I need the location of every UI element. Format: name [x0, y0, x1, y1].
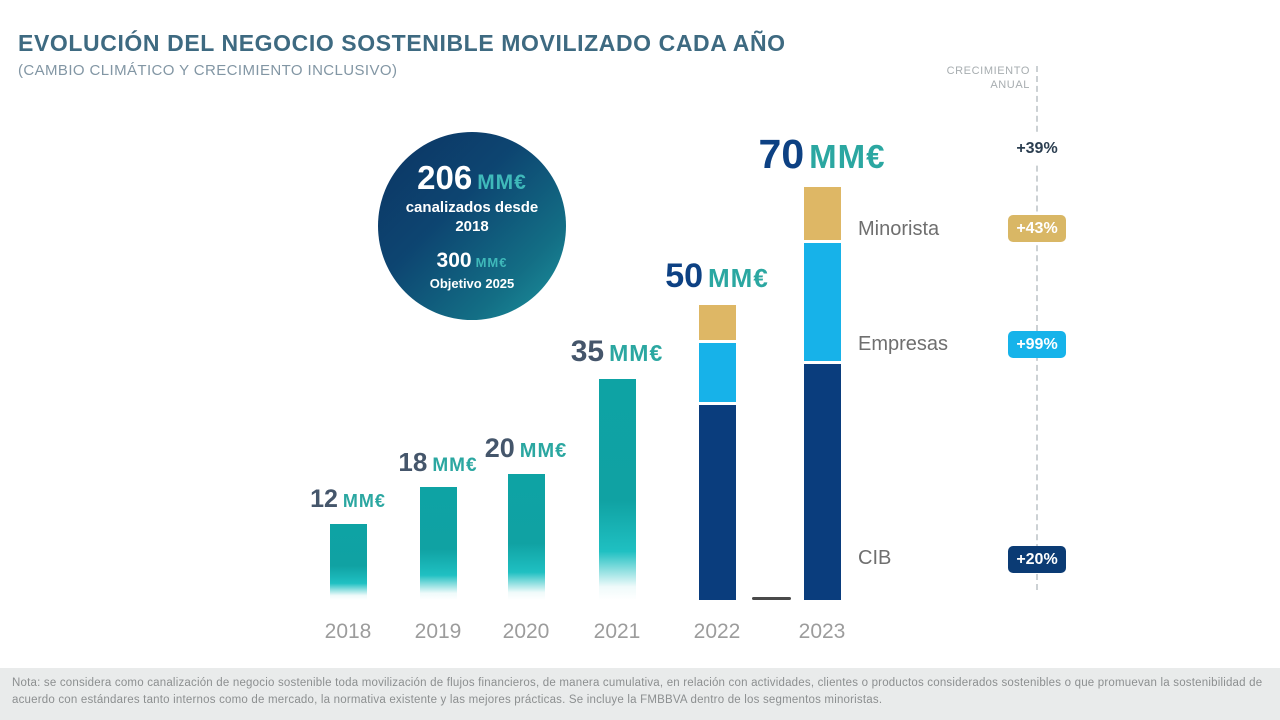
bar-value-label-2019: 18 MM€	[398, 449, 477, 475]
bar-2019	[419, 487, 457, 600]
bar-value-unit-2019: MM€	[432, 455, 478, 476]
bar-value-number-2020: 20	[484, 433, 515, 463]
bar-segment-2023-empresas	[803, 243, 841, 361]
footer-note: Nota: se considera como canalización de …	[0, 668, 1280, 720]
growth-badge-empresas: +99%	[1008, 331, 1066, 358]
growth-header-line2: ANUAL	[990, 79, 1030, 92]
bar-value-number-2023: 70	[758, 131, 805, 177]
circle-target-row: 300 MM€	[437, 250, 508, 271]
circle-desc: canalizados desde 2018	[406, 199, 539, 237]
growth-header-line1: CRECIMIENTO	[946, 65, 1030, 77]
bar-value-number-2018: 12	[310, 485, 338, 513]
circle-cumulative-row: 206 MM€	[417, 161, 527, 194]
segment-label-cib: CIB	[858, 547, 892, 569]
bar-value-label-2021: 35 MM€	[571, 337, 664, 367]
bar-value-label-2018: 12 MM€	[310, 487, 386, 512]
baseline-dash	[752, 597, 791, 600]
bar-segment-2022-cib	[698, 405, 736, 600]
bar-column-2023: 70 MM€	[747, 134, 897, 600]
bar-column-2020: 20 MM€	[451, 435, 601, 600]
bar-value-label-2022: 50 MM€	[665, 259, 769, 293]
bar-segment-2022-minorista	[698, 305, 736, 340]
bar-column-2019: 18 MM€	[363, 449, 513, 600]
bar-2018	[329, 524, 367, 600]
x-axis-label-2019: 2019	[414, 620, 462, 643]
dashed-divider-line	[1036, 66, 1038, 590]
bar-2020	[507, 474, 545, 600]
bar-2021	[598, 379, 636, 600]
circle-desc-line1: canalizados desde	[405, 199, 539, 217]
segment-label-empresas: Empresas	[858, 333, 949, 355]
growth-badge-total: +39%	[1008, 135, 1066, 162]
bar-value-unit-2020: MM€	[519, 440, 568, 462]
bar-value-unit-2021: MM€	[609, 340, 664, 366]
bar-value-unit-2018: MM€	[342, 491, 386, 511]
bar-2022	[698, 305, 736, 600]
circle-cumulative-value: 206	[417, 159, 473, 197]
growth-badge-cib: +20%	[1008, 546, 1066, 573]
circle-cumulative-unit: MM€	[477, 171, 527, 195]
bar-2023	[803, 187, 841, 600]
growth-badge-minorista: +43%	[1008, 215, 1066, 242]
x-axis-label-2021: 2021	[593, 620, 641, 643]
bar-value-label-2020: 20 MM€	[485, 435, 568, 462]
bar-value-unit-2023: MM€	[809, 138, 886, 175]
circle-target-value: 300	[436, 248, 472, 272]
highlight-circle: 206 MM€ canalizados desde 2018 300 MM€ Obj…	[378, 132, 566, 320]
circle-target-label: Objetivo 2025	[429, 275, 515, 291]
bar-value-label-2023: 70 MM€	[759, 134, 886, 175]
x-axis-label-2022: 2022	[693, 620, 741, 643]
circle-target-unit: MM€	[475, 254, 508, 270]
page-title: EVOLUCIÓN DEL NEGOCIO SOSTENIBLE MOVILIZ…	[18, 30, 786, 56]
x-axis-label-2018: 2018	[324, 620, 372, 643]
bar-value-number-2021: 35	[570, 335, 605, 368]
segment-label-minorista: Minorista	[858, 218, 940, 240]
bar-column-2018: 12 MM€	[273, 487, 423, 600]
page-subtitle: (CAMBIO CLIMÁTICO Y CRECIMIENTO INCLUSIV…	[18, 62, 398, 79]
circle-desc-line2: 2018	[455, 218, 489, 235]
bar-segment-2023-minorista	[803, 187, 841, 240]
growth-column-header: CRECIMIENTO ANUAL	[880, 64, 1030, 93]
bar-value-unit-2022: MM€	[708, 263, 769, 293]
bar-column-2022: 50 MM€	[642, 259, 792, 600]
x-axis-label-2023: 2023	[798, 620, 846, 643]
bar-segment-2022-empresas	[698, 343, 736, 402]
bar-value-number-2022: 50	[665, 257, 704, 295]
bar-column-2021: 35 MM€	[542, 337, 692, 600]
bar-segment-2023-cib	[803, 364, 841, 600]
bar-value-number-2019: 18	[398, 447, 428, 477]
x-axis-label-2020: 2020	[502, 620, 550, 643]
